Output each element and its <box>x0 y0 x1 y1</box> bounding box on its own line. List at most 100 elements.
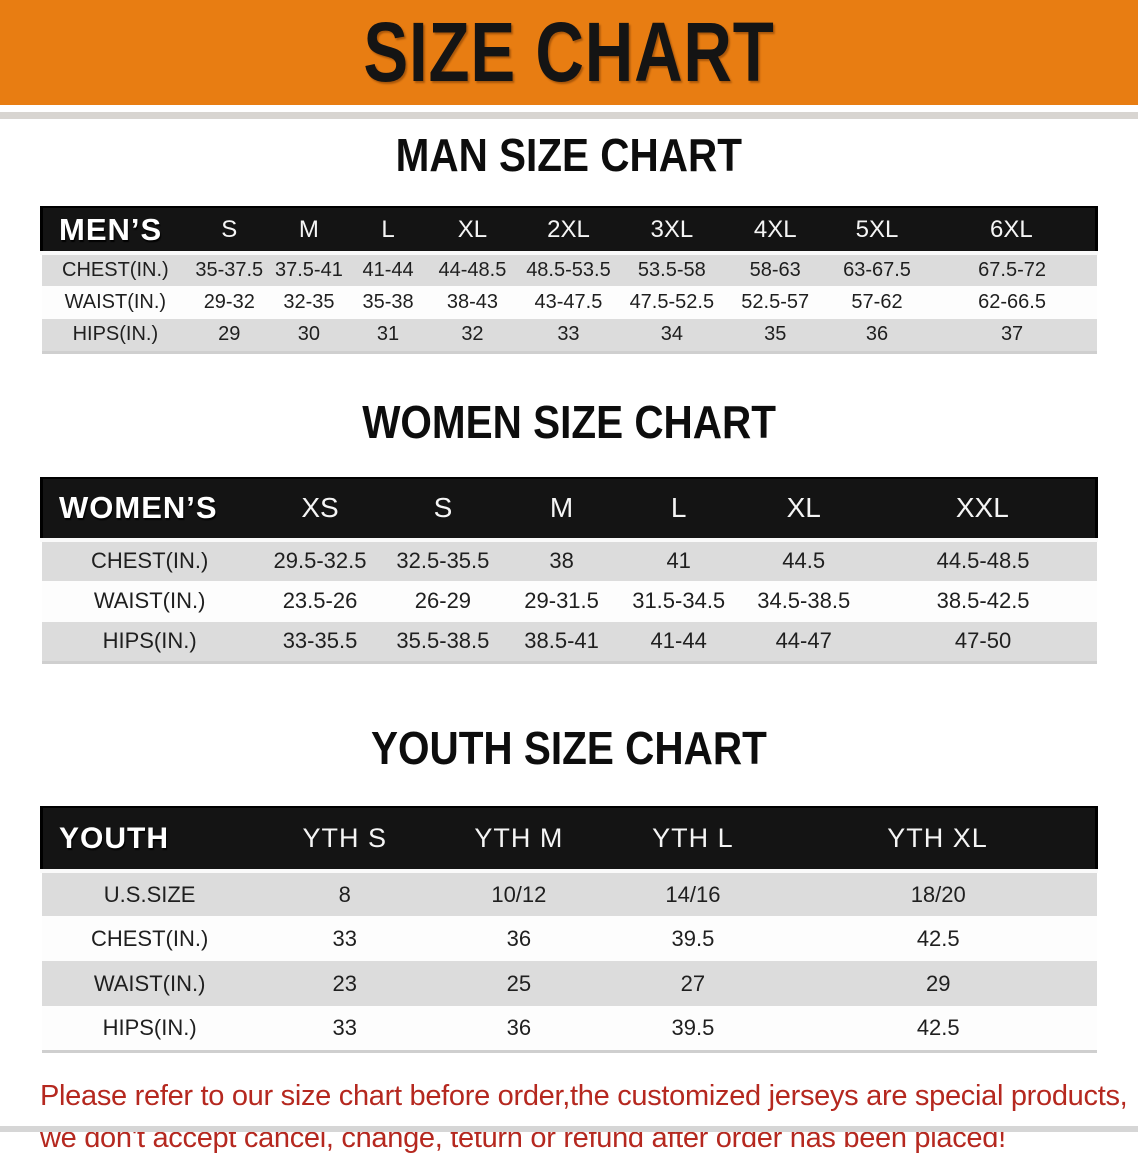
measurement-row: U.S.SIZE 8 10/12 14/16 18/20 <box>41 871 1097 916</box>
column-header-cell: 6XL <box>927 206 1098 255</box>
footer-note-line2: we don't accept cancel, change, teturn o… <box>40 1121 1006 1154</box>
women-size-table: WOMEN’S XS S M L XL XXL CHEST(IN.) 29.5-32.5 32.5… <box>39 476 1098 664</box>
size-value-cell: 53.5-58 <box>637 259 706 281</box>
table-header-row: MEN’S S M L XL 2XL 3XL 4XL 5XL 6XL <box>40 206 1098 255</box>
size-value-cell: 36 <box>506 1014 532 1040</box>
size-value-cell: 36 <box>865 323 889 346</box>
size-value-cell: 57-62 <box>851 291 903 313</box>
row-label: WAIST(IN.) <box>93 588 206 613</box>
size-value-cell: 44.5-48.5 <box>936 548 1030 573</box>
size-value-cell: 36 <box>506 925 532 951</box>
row-label: CHEST(IN.) <box>62 259 169 281</box>
row-label: CHEST(IN.) <box>90 548 209 573</box>
column-header-cell: 3XL <box>619 206 725 255</box>
size-value-cell: 32-35 <box>283 291 335 313</box>
row-label: WAIST(IN.) <box>64 291 167 313</box>
measurement-row: WAIST(IN.) 23.5-26 26-29 29-31.5 31.5-34.5 34… <box>41 580 1097 622</box>
size-value-cell: 23.5-26 <box>282 588 358 613</box>
size-value-cell: 34 <box>660 323 683 346</box>
size-value-cell: 38.5-41 <box>524 628 599 654</box>
row-label: HIPS(IN.) <box>102 628 197 654</box>
size-value-cell: 42.5 <box>916 925 960 951</box>
size-value-cell: 47-50 <box>954 628 1012 654</box>
man-size-heading-text: MAN SIZE CHART <box>395 129 743 181</box>
measurement-row: WAIST(IN.) 29-32 32-35 35-38 38-43 43-47.5 47.… <box>41 286 1097 319</box>
size-value-cell: 10/12 <box>491 881 547 907</box>
size-value-cell: 18/20 <box>910 881 966 907</box>
size-value-cell: 62-66.5 <box>978 291 1046 313</box>
measurement-row: CHEST(IN.) 33 36 39.5 42.5 <box>41 916 1097 961</box>
size-value-cell: 52.5-57 <box>741 291 810 313</box>
row-label: HIPS(IN.) <box>72 323 159 346</box>
size-value-cell: 34.5-38.5 <box>757 588 851 613</box>
youth-size-heading: YOUTH SIZE CHART <box>0 722 1138 783</box>
measurement-row: HIPS(IN.) 33 36 39.5 42.5 <box>41 1006 1097 1051</box>
size-value-cell: 63-67.5 <box>843 259 911 281</box>
size-value-cell: 41-44 <box>362 259 414 281</box>
column-header-cell: L <box>348 206 428 255</box>
size-value-cell: 41 <box>666 548 691 573</box>
measurement-row: CHEST(IN.) 29.5-32.5 32.5-35.5 38 41 44.5 44.5… <box>41 539 1097 581</box>
women-size-heading-text: WOMEN SIZE CHART <box>362 395 776 448</box>
column-header-cell: M <box>503 476 620 542</box>
measurement-row: HIPS(IN.) 29 30 31 32 33 34 35 36 37 <box>41 319 1097 352</box>
row-label: HIPS(IN.) <box>102 1014 197 1040</box>
column-header-cell: 5XL <box>826 206 928 255</box>
table-header-label: YOUTH <box>39 806 258 873</box>
size-value-cell: 44-47 <box>775 628 832 654</box>
column-header-cell: XL <box>737 476 870 542</box>
table-header-label: WOMEN’S <box>39 476 258 542</box>
measurement-row: HIPS(IN.) 33-35.5 35.5-38.5 38.5-41 41-44 44-… <box>41 621 1097 663</box>
footer-note-line1: Please refer to our size chart before or… <box>40 1079 1128 1112</box>
size-value-cell: 44-48.5 <box>438 259 507 281</box>
man-size-heading: MAN SIZE CHART <box>0 129 1138 190</box>
size-value-cell: 41-44 <box>650 628 707 654</box>
column-header-cell: S <box>382 476 504 542</box>
women-size-section: WOMEN SIZE CHART WOMEN’S XS S M L XL XXL CHEST(… <box>0 396 1138 664</box>
size-value-cell: 31 <box>376 323 400 346</box>
row-label: U.S.SIZE <box>103 881 196 907</box>
size-value-cell: 39.5 <box>671 1014 715 1040</box>
size-value-cell: 8 <box>338 881 351 907</box>
size-value-cell: 67.5-72 <box>978 259 1046 281</box>
size-value-cell: 38-43 <box>446 291 499 313</box>
size-value-cell: 35.5-38.5 <box>396 628 490 654</box>
size-value-cell: 29 <box>218 323 241 346</box>
size-value-cell: 47.5-52.5 <box>629 291 715 313</box>
size-value-cell: 58-63 <box>749 259 801 281</box>
column-header-cell: M <box>269 206 349 255</box>
size-value-cell: 31.5-34.5 <box>632 588 726 613</box>
size-value-cell: 39.5 <box>671 925 715 951</box>
youth-size-table: YOUTH YTH S YTH M YTH L YTH XL U.S.SIZE 8 10/12… <box>39 806 1098 1053</box>
youth-size-heading-text: YOUTH SIZE CHART <box>371 722 767 774</box>
bottom-edge-strip <box>0 1126 1138 1132</box>
size-value-cell: 14/16 <box>665 881 721 907</box>
column-header-cell: 4XL <box>724 206 827 255</box>
size-value-cell: 35-37.5 <box>195 259 264 281</box>
youth-size-section: YOUTH SIZE CHART YOUTH YTH S YTH M YTH L YTH… <box>0 722 1138 1053</box>
size-value-cell: 29-32 <box>203 291 255 313</box>
women-size-heading: WOMEN SIZE CHART <box>0 396 1138 457</box>
column-header-cell: YTH S <box>257 806 432 873</box>
size-value-cell: 33-35.5 <box>282 628 358 654</box>
size-value-cell: 25 <box>506 970 532 996</box>
measurement-row: WAIST(IN.) 23 25 27 29 <box>41 961 1097 1006</box>
size-value-cell: 35-38 <box>362 291 414 313</box>
man-size-section: MAN SIZE CHART MEN’S S M L XL 2XL 3XL 4XL 5XL 6XL… <box>0 129 1138 354</box>
column-header-cell: L <box>619 476 738 542</box>
men-size-table: MEN’S S M L XL 2XL 3XL 4XL 5XL 6XL CHEST(IN.) 35-37… <box>40 206 1098 354</box>
table-header-row: YOUTH YTH S YTH M YTH L YTH XL <box>39 806 1098 873</box>
table-header-label: MEN’S <box>40 206 190 255</box>
size-value-cell: 43-47.5 <box>534 291 603 313</box>
size-value-cell: 44.5 <box>782 548 826 573</box>
size-value-cell: 32.5-35.5 <box>396 548 490 573</box>
size-value-cell: 33 <box>332 925 358 951</box>
size-value-cell: 38 <box>549 548 574 573</box>
size-value-cell: 37 <box>1000 323 1024 346</box>
size-chart-banner: SIZE CHART <box>0 0 1138 105</box>
row-label: CHEST(IN.) <box>90 925 209 951</box>
column-header-cell: 2XL <box>517 206 620 255</box>
size-value-cell: 33 <box>332 1014 358 1040</box>
size-value-cell: 33 <box>557 323 580 346</box>
column-header-cell: XXL <box>869 476 1098 542</box>
